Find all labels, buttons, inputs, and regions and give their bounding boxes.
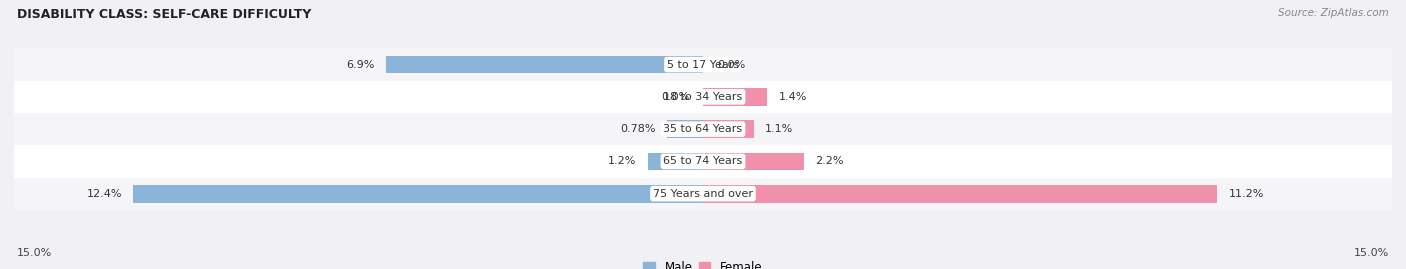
Bar bbox=[14, 113, 1392, 145]
Bar bbox=[14, 178, 1392, 210]
Bar bbox=[14, 81, 1392, 113]
Text: 11.2%: 11.2% bbox=[1229, 189, 1264, 199]
Text: 2.2%: 2.2% bbox=[815, 156, 844, 167]
Bar bbox=[703, 120, 754, 138]
Bar bbox=[668, 120, 703, 138]
Text: 5 to 17 Years: 5 to 17 Years bbox=[666, 59, 740, 70]
Bar bbox=[134, 185, 703, 203]
Text: DISABILITY CLASS: SELF-CARE DIFFICULTY: DISABILITY CLASS: SELF-CARE DIFFICULTY bbox=[17, 8, 311, 21]
Text: 65 to 74 Years: 65 to 74 Years bbox=[664, 156, 742, 167]
Bar bbox=[14, 48, 1392, 81]
Text: 6.9%: 6.9% bbox=[346, 59, 374, 70]
Text: 1.1%: 1.1% bbox=[765, 124, 793, 134]
Bar bbox=[387, 56, 703, 73]
Text: 0.0%: 0.0% bbox=[717, 59, 745, 70]
Text: 18 to 34 Years: 18 to 34 Years bbox=[664, 92, 742, 102]
Bar bbox=[648, 153, 703, 170]
Text: 0.0%: 0.0% bbox=[661, 92, 689, 102]
Legend: Male, Female: Male, Female bbox=[641, 259, 765, 269]
Bar bbox=[703, 88, 768, 106]
Text: 75 Years and over: 75 Years and over bbox=[652, 189, 754, 199]
Text: 12.4%: 12.4% bbox=[87, 189, 122, 199]
Bar bbox=[14, 145, 1392, 178]
Text: 1.4%: 1.4% bbox=[779, 92, 807, 102]
Text: 15.0%: 15.0% bbox=[17, 248, 52, 258]
Text: 1.2%: 1.2% bbox=[607, 156, 637, 167]
Text: 0.78%: 0.78% bbox=[620, 124, 655, 134]
Text: Source: ZipAtlas.com: Source: ZipAtlas.com bbox=[1278, 8, 1389, 18]
Text: 35 to 64 Years: 35 to 64 Years bbox=[664, 124, 742, 134]
Bar bbox=[703, 185, 1218, 203]
Text: 15.0%: 15.0% bbox=[1354, 248, 1389, 258]
Bar bbox=[703, 153, 804, 170]
